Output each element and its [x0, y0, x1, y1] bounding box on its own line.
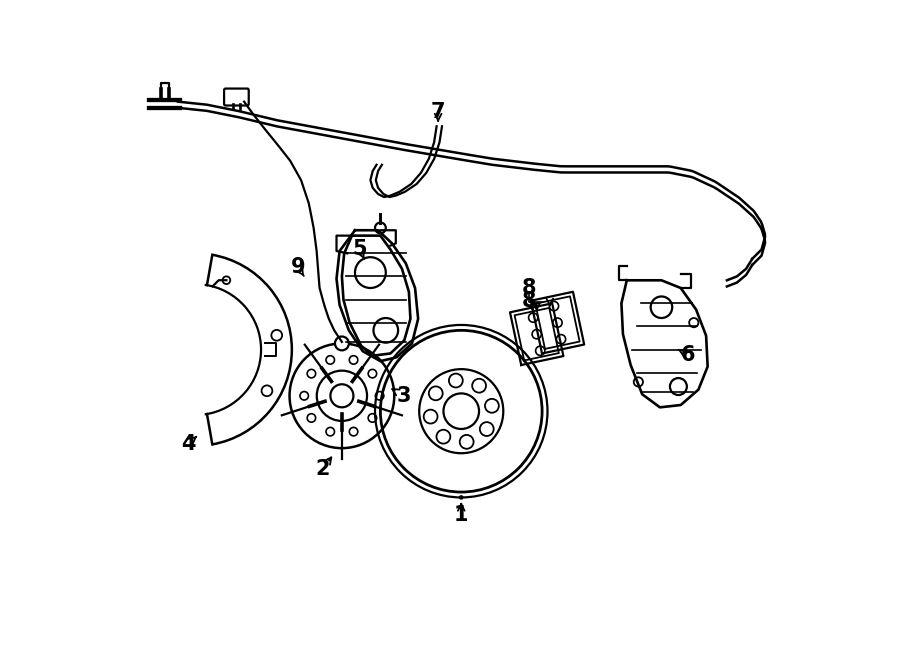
- Text: 6: 6: [681, 345, 696, 365]
- Text: 8: 8: [522, 291, 536, 311]
- Text: 3: 3: [396, 386, 410, 406]
- Text: 1: 1: [454, 505, 469, 525]
- Text: 4: 4: [181, 434, 195, 453]
- Text: 5: 5: [352, 239, 367, 260]
- Text: 7: 7: [431, 102, 446, 122]
- FancyBboxPatch shape: [224, 89, 248, 106]
- Text: 9: 9: [291, 257, 305, 277]
- Circle shape: [375, 223, 386, 233]
- Text: 2: 2: [315, 459, 330, 479]
- Circle shape: [335, 336, 349, 350]
- Text: 8: 8: [522, 278, 536, 298]
- Circle shape: [459, 495, 464, 500]
